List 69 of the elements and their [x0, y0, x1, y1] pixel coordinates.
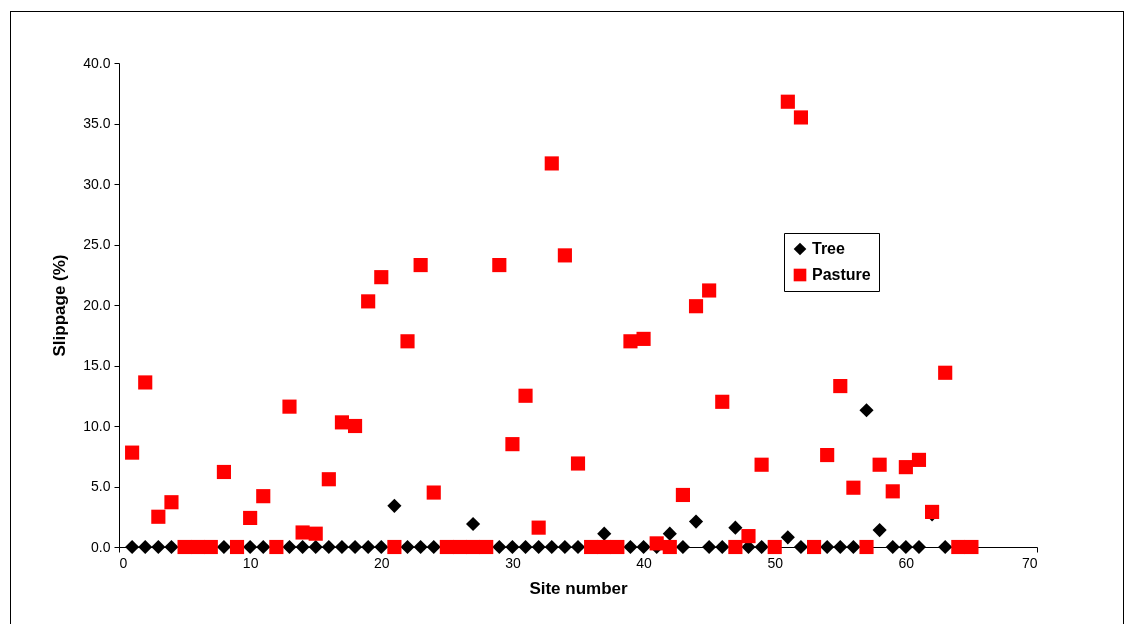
legend-label: Pasture — [812, 266, 871, 283]
point — [833, 539, 848, 555]
x-tick-label: 20 — [374, 554, 390, 571]
point — [125, 539, 140, 555]
x-axis-title: Site number — [529, 578, 628, 598]
y-tick-label: 0.0 — [91, 538, 111, 555]
point — [138, 539, 153, 555]
x-tick-label: 0 — [119, 554, 128, 571]
point — [334, 539, 350, 555]
point — [426, 539, 441, 555]
point — [413, 539, 428, 555]
x-tick-label: 60 — [898, 554, 915, 571]
point — [347, 539, 363, 555]
y-tick-label: 15.0 — [83, 357, 111, 373]
point — [780, 530, 795, 545]
point — [243, 539, 258, 555]
point — [570, 539, 586, 555]
point — [623, 539, 638, 555]
point — [702, 539, 717, 555]
y-tick-label: 35.0 — [83, 115, 111, 131]
point — [688, 514, 704, 529]
point — [820, 539, 835, 555]
point — [374, 539, 389, 555]
point — [531, 539, 546, 555]
x-tick-label: 70 — [1021, 554, 1038, 571]
point — [872, 522, 887, 538]
y-axis-title: Slippage (%) — [50, 254, 70, 357]
point — [846, 539, 861, 555]
y-tick-label: 25.0 — [83, 236, 111, 252]
point — [885, 539, 900, 555]
point — [675, 539, 690, 555]
point — [492, 539, 507, 555]
point — [282, 539, 297, 555]
point — [505, 539, 520, 555]
point — [911, 539, 927, 555]
legend-label: Tree — [812, 240, 846, 257]
point — [636, 539, 651, 555]
point — [662, 526, 677, 541]
x-tick-label: 30 — [505, 554, 521, 571]
point — [544, 539, 559, 555]
point — [295, 539, 310, 555]
point — [898, 539, 913, 555]
x-tick-label: 10 — [242, 554, 259, 571]
y-tick-label: 30.0 — [83, 175, 111, 192]
y-tick-label: 40.0 — [83, 54, 111, 71]
x-tick-label: 40 — [636, 554, 653, 571]
point — [793, 539, 809, 555]
x-tick-label: 50 — [767, 554, 784, 571]
point — [715, 539, 730, 555]
point — [938, 539, 953, 555]
point — [216, 539, 231, 555]
y-tick-label: 5.0 — [91, 478, 111, 494]
point — [728, 520, 743, 535]
point — [256, 539, 271, 555]
point — [518, 539, 533, 555]
point — [859, 403, 874, 418]
point — [361, 539, 376, 555]
point — [597, 526, 612, 541]
point — [151, 539, 166, 555]
y-tick-label: 10.0 — [83, 417, 111, 434]
point — [321, 539, 336, 555]
point — [557, 539, 572, 555]
y-tick-label: 20.0 — [83, 296, 111, 313]
point — [387, 498, 402, 513]
point — [308, 539, 323, 555]
point — [466, 516, 481, 532]
point — [754, 539, 769, 555]
point — [400, 539, 415, 555]
point — [164, 539, 179, 555]
